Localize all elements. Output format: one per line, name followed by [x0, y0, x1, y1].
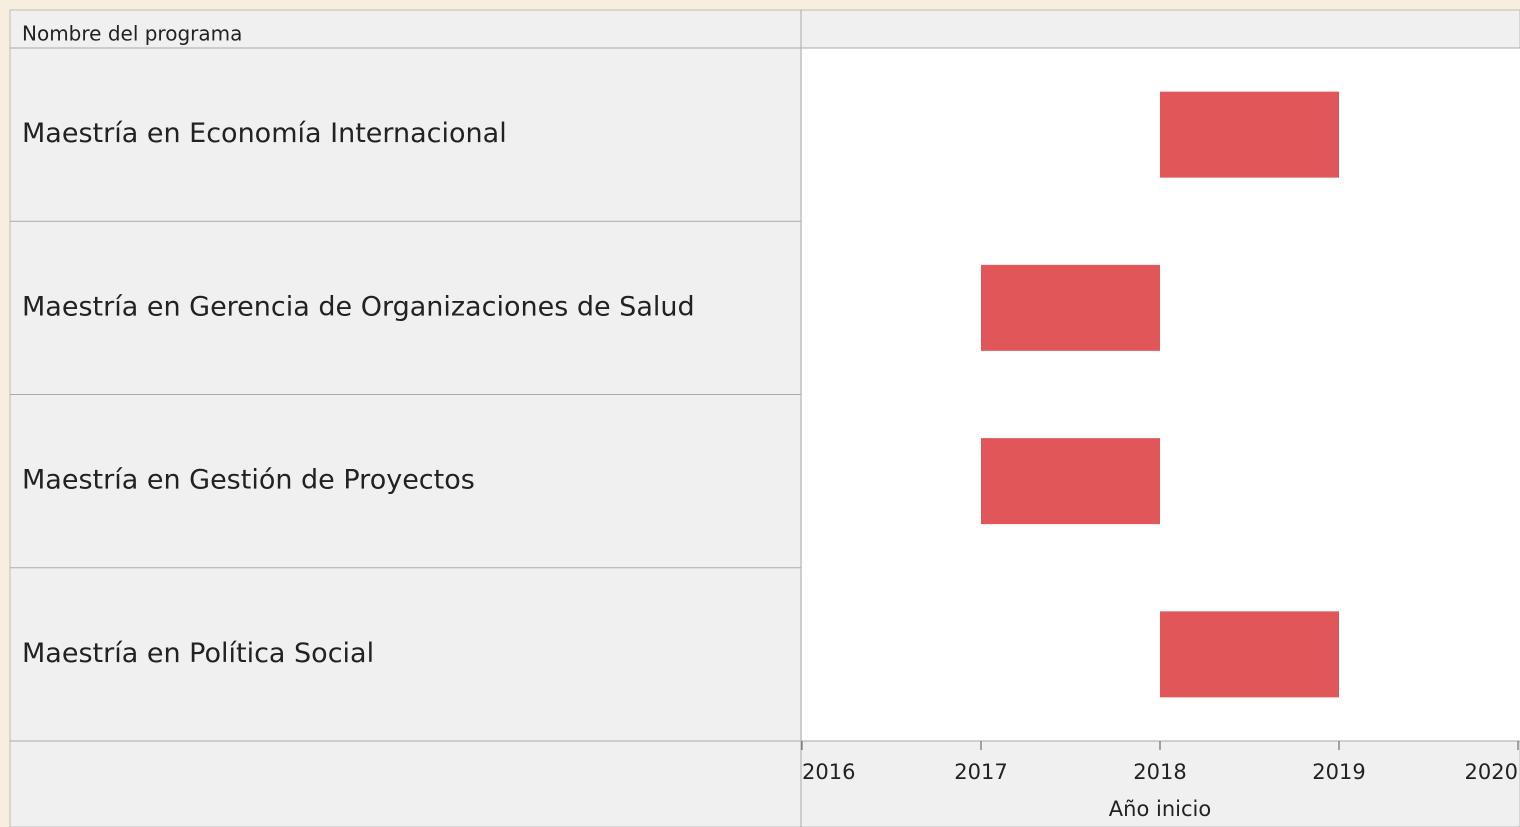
row-label: Maestría en Economía Internacional: [22, 118, 507, 149]
row-label: Maestría en Política Social: [22, 638, 374, 669]
row-label: Maestría en Gestión de Proyectos: [22, 465, 475, 496]
bar: [1160, 611, 1339, 698]
x-tick-label: 2020: [1465, 760, 1518, 784]
bar: [1160, 91, 1339, 178]
x-tick-label: 2018: [1133, 760, 1186, 784]
row-label: Maestría en Gerencia de Organizaciones d…: [22, 291, 695, 322]
column-header: Nombre del programa: [22, 22, 242, 46]
bar: [981, 438, 1160, 525]
bar: [981, 264, 1160, 351]
x-tick-label: 2016: [802, 760, 855, 784]
x-tick-label: 2019: [1312, 760, 1365, 784]
x-tick-label: 2017: [954, 760, 1007, 784]
x-axis-label: Año inicio: [1109, 797, 1211, 821]
